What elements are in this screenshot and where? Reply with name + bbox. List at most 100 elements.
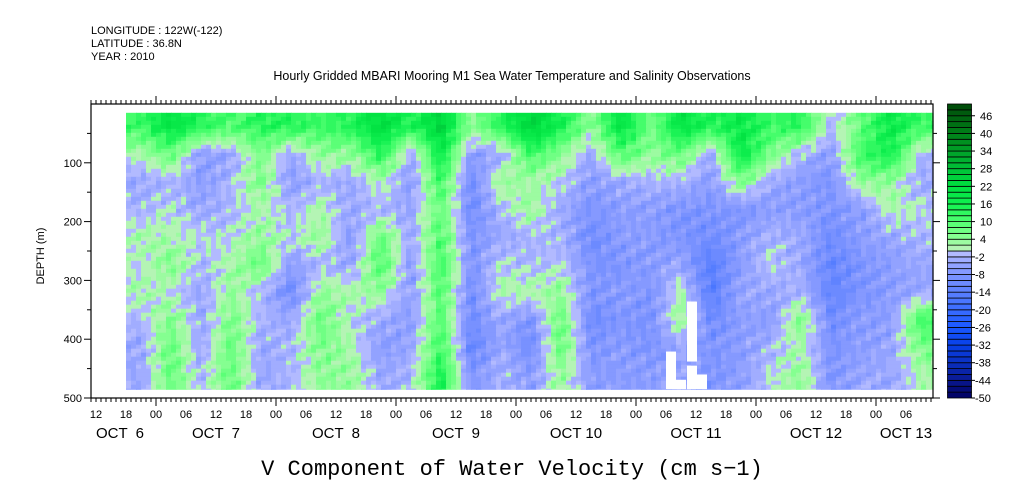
heatmap-cell	[601, 116, 612, 122]
heatmap-cell	[306, 268, 317, 274]
heatmap-cell	[306, 216, 322, 222]
heatmap-cell	[856, 156, 867, 162]
heatmap-cell	[686, 276, 692, 282]
heatmap-cell	[446, 120, 457, 126]
heatmap-cell	[201, 256, 207, 262]
heatmap-cell	[386, 152, 392, 158]
heatmap-cell	[861, 172, 872, 178]
heatmap-cell	[881, 152, 892, 158]
heatmap-cell	[361, 112, 367, 118]
heatmap-cell	[216, 188, 222, 194]
heatmap-cell	[546, 164, 552, 170]
heatmap-cell	[501, 176, 517, 182]
heatmap-cell	[376, 224, 382, 230]
heatmap-cell	[381, 212, 387, 218]
heatmap-cell	[481, 280, 487, 286]
heatmap-cell	[356, 240, 367, 246]
heatmap-cell	[176, 180, 182, 186]
heatmap-cell	[876, 128, 887, 134]
heatmap-cell	[541, 272, 547, 278]
heatmap-cell	[186, 264, 192, 270]
heatmap-cell	[781, 232, 792, 238]
heatmap-cell	[156, 136, 167, 142]
heatmap-cell	[346, 172, 352, 178]
heatmap-cell	[546, 268, 552, 274]
heatmap-cell	[336, 244, 342, 250]
heatmap-cell	[421, 248, 427, 254]
heatmap-cell	[306, 228, 312, 234]
heatmap-cell	[126, 212, 137, 218]
heatmap-cell	[261, 128, 267, 134]
heatmap-cell	[761, 252, 767, 258]
heatmap-cell	[636, 216, 642, 222]
heatmap-cell	[556, 200, 572, 206]
heatmap-cell	[346, 216, 352, 222]
heatmap-cell	[256, 216, 262, 222]
heatmap-cell	[781, 164, 797, 170]
heatmap-cell	[276, 128, 282, 134]
heatmap-cell	[356, 124, 362, 130]
heatmap-cell	[536, 208, 547, 214]
heatmap-cell	[206, 184, 212, 190]
heatmap-cell	[221, 284, 227, 290]
heatmap-cell	[276, 268, 282, 274]
heatmap-cell	[841, 144, 847, 150]
heatmap-cell	[416, 236, 422, 242]
heatmap-cell	[341, 224, 347, 230]
heatmap-cell	[371, 200, 392, 206]
heatmap-cell	[231, 268, 237, 274]
heatmap-cell	[381, 184, 392, 190]
heatmap-cell	[556, 228, 572, 234]
heatmap-cell	[341, 272, 352, 278]
heatmap-cell	[651, 192, 667, 198]
heatmap-cell	[341, 184, 347, 190]
heatmap-cell	[861, 196, 877, 202]
heatmap-cell	[126, 268, 137, 274]
heatmap-cell	[266, 112, 272, 118]
heatmap-cell	[171, 260, 177, 266]
heatmap-cell	[246, 188, 252, 194]
heatmap-cell	[741, 164, 752, 170]
heatmap-cell	[726, 184, 732, 190]
heatmap-cell	[826, 264, 837, 270]
heatmap-cell	[921, 232, 927, 238]
heatmap-cell	[461, 204, 467, 210]
heatmap-cell	[586, 148, 597, 154]
heatmap-cell	[146, 152, 172, 158]
heatmap-cell	[711, 192, 717, 198]
heatmap-cell	[436, 220, 442, 226]
heatmap-cell	[196, 216, 202, 222]
heatmap-cell	[506, 280, 522, 286]
heatmap-cell	[211, 152, 217, 158]
heatmap-cell	[136, 284, 142, 290]
heatmap-cell	[446, 216, 452, 222]
heatmap-cell	[371, 272, 377, 278]
heatmap-cell	[541, 256, 557, 262]
heatmap-cell	[606, 272, 612, 278]
heatmap-cell	[411, 140, 417, 146]
heatmap-cell	[221, 248, 227, 254]
heatmap-cell	[476, 228, 487, 234]
heatmap-cell	[431, 280, 452, 286]
heatmap-cell	[391, 252, 402, 258]
heatmap-cell	[396, 280, 402, 286]
heatmap-cell	[521, 200, 532, 206]
heatmap-cell	[451, 236, 457, 242]
heatmap-cell	[211, 248, 222, 254]
heatmap-cell	[871, 280, 887, 286]
heatmap-cell	[856, 268, 862, 274]
heatmap-cell	[536, 272, 542, 278]
heatmap-cell	[811, 152, 817, 158]
heatmap-cell	[906, 144, 912, 150]
heatmap-cell	[871, 232, 892, 238]
heatmap-cell	[836, 212, 842, 218]
heatmap-cell	[406, 220, 412, 226]
heatmap-cell	[606, 144, 612, 150]
heatmap-cell	[816, 260, 822, 266]
heatmap-cell	[691, 144, 697, 150]
heatmap-cell	[771, 212, 787, 218]
heatmap-cell	[876, 220, 882, 226]
heatmap-cell	[551, 164, 557, 170]
heatmap-cell	[911, 276, 917, 282]
heatmap-cell	[166, 284, 177, 290]
